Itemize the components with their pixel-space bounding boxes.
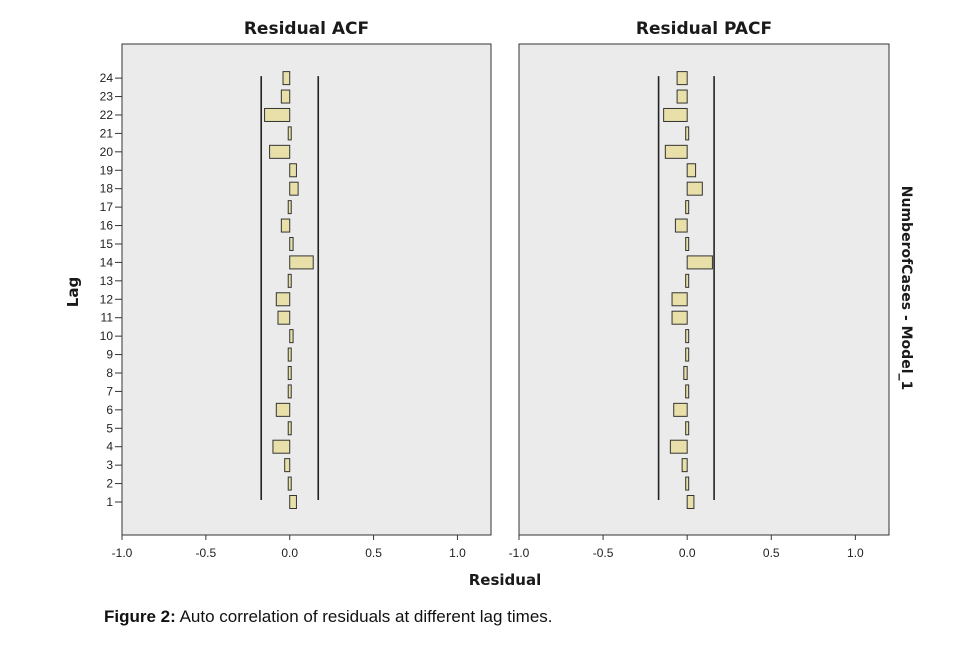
acf-pacf-chart: Residual ACF-1.0 -0.5 0.0 0.5 1.012345678910… bbox=[64, 19, 914, 589]
x-tick-label: 1.0 bbox=[449, 546, 466, 560]
y-axis-label: Lag bbox=[64, 277, 82, 307]
y-tick-label: 15 bbox=[100, 237, 114, 251]
bar-lag-3 bbox=[284, 458, 291, 473]
bar-lag-12 bbox=[671, 292, 688, 307]
bar-lag-23 bbox=[676, 89, 688, 104]
bar-lag-13 bbox=[685, 273, 690, 288]
bar-lag-5 bbox=[685, 421, 690, 436]
bar-lag-6 bbox=[275, 402, 291, 417]
bar-lag-7 bbox=[685, 384, 690, 399]
y-tick-label: 11 bbox=[101, 311, 114, 325]
y-tick-label: 16 bbox=[100, 219, 114, 233]
bar-lag-15 bbox=[289, 236, 294, 251]
series-side-label: NumberofCases - Model_1 bbox=[898, 186, 914, 390]
bar-lag-19 bbox=[289, 163, 297, 178]
bar-lag-7 bbox=[287, 384, 292, 399]
bar-lag-19 bbox=[686, 163, 697, 178]
bar-lag-4 bbox=[272, 439, 291, 454]
y-tick-label: 12 bbox=[100, 292, 114, 306]
panel-title: Residual PACF bbox=[636, 19, 772, 39]
y-tick-label: 7 bbox=[106, 384, 113, 398]
y-tick-label: 6 bbox=[106, 403, 113, 417]
y-tick-label: 24 bbox=[100, 71, 114, 85]
bar-lag-9 bbox=[685, 347, 690, 362]
bar-lag-13 bbox=[287, 273, 292, 288]
bar-lag-20 bbox=[664, 144, 688, 159]
x-tick-label: -1.0 bbox=[112, 546, 133, 560]
bar-lag-22 bbox=[264, 107, 291, 122]
y-tick-label: 3 bbox=[106, 458, 113, 472]
bar-lag-5 bbox=[287, 421, 292, 436]
bar-lag-9 bbox=[287, 347, 292, 362]
y-tick-label: 4 bbox=[106, 440, 113, 454]
x-tick-label: 0.5 bbox=[365, 546, 382, 560]
y-tick-label: 17 bbox=[100, 200, 114, 214]
y-tick-label: 14 bbox=[100, 255, 114, 269]
bar-lag-11 bbox=[671, 310, 688, 325]
y-tick-label: 9 bbox=[106, 348, 113, 362]
bar-lag-17 bbox=[287, 200, 292, 215]
bar-lag-18 bbox=[686, 181, 703, 196]
bar-lag-1 bbox=[289, 495, 297, 509]
y-tick-label: 20 bbox=[100, 145, 114, 159]
chart-panels: Residual ACF-1.0 -0.5 0.0 0.5 1.012345678910… bbox=[100, 19, 890, 560]
y-tick-label: 19 bbox=[100, 163, 114, 177]
bar-lag-10 bbox=[289, 329, 294, 344]
y-tick-label: 22 bbox=[100, 108, 114, 122]
bar-lag-8 bbox=[683, 365, 688, 380]
bar-lag-18 bbox=[289, 181, 299, 196]
bar-lag-6 bbox=[673, 402, 688, 417]
plot-area bbox=[121, 43, 492, 536]
bar-lag-8 bbox=[287, 365, 292, 380]
bar-lag-23 bbox=[280, 89, 291, 104]
bar-lag-3 bbox=[681, 458, 688, 473]
x-tick-label: 0.5 bbox=[763, 546, 780, 560]
bar-lag-17 bbox=[685, 200, 690, 215]
y-tick-label: 21 bbox=[100, 126, 114, 140]
bar-lag-21 bbox=[685, 126, 690, 141]
bar-lag-16 bbox=[674, 218, 688, 233]
bar-lag-16 bbox=[280, 218, 291, 233]
caption-label: Figure 2: bbox=[104, 607, 176, 626]
bar-lag-4 bbox=[669, 439, 688, 454]
x-tick-label: -0.5 bbox=[196, 546, 217, 560]
y-tick-label: 5 bbox=[106, 421, 113, 435]
x-tick-label: 0.0 bbox=[281, 546, 298, 560]
x-axis-label: Residual bbox=[469, 571, 541, 589]
y-tick-label: 1 bbox=[106, 495, 113, 509]
y-tick-label: 8 bbox=[106, 366, 113, 380]
bar-lag-24 bbox=[282, 71, 291, 86]
x-tick-label: -1.0 bbox=[509, 546, 530, 560]
bar-lag-21 bbox=[287, 126, 292, 141]
x-tick-label: -0.5 bbox=[593, 546, 614, 560]
panel-1: Residual ACF-1.0 -0.5 0.0 0.5 1.012345678910… bbox=[100, 19, 492, 560]
x-tick-label: 0.0 bbox=[679, 546, 696, 560]
bar-lag-22 bbox=[663, 107, 688, 122]
bar-lag-2 bbox=[287, 476, 292, 491]
bar-lag-11 bbox=[277, 310, 291, 325]
figure-caption: Figure 2: Auto correlation of residuals … bbox=[104, 607, 553, 627]
bar-lag-14 bbox=[289, 255, 314, 270]
y-tick-label: 18 bbox=[100, 182, 114, 196]
bar-lag-1 bbox=[686, 495, 695, 509]
bar-lag-12 bbox=[275, 292, 291, 307]
bar-lag-10 bbox=[685, 329, 690, 344]
bar-lag-14 bbox=[686, 255, 713, 270]
panel-2: Residual PACF -1.0 -0.5 0.0 0.5 1.0 bbox=[509, 19, 890, 560]
x-tick-label: 1.0 bbox=[847, 546, 864, 560]
y-tick-label: 2 bbox=[106, 477, 113, 491]
panel-title: Residual ACF bbox=[244, 19, 369, 39]
bar-lag-2 bbox=[685, 476, 690, 491]
y-tick-label: 23 bbox=[100, 90, 114, 104]
y-tick-label: 13 bbox=[100, 274, 114, 288]
y-tick-label: 10 bbox=[100, 329, 114, 343]
bar-lag-24 bbox=[676, 71, 688, 86]
bar-lag-20 bbox=[269, 144, 291, 159]
plot-area bbox=[518, 43, 890, 536]
caption-text: Auto correlation of residuals at differe… bbox=[175, 607, 553, 626]
bar-lag-15 bbox=[685, 236, 690, 251]
